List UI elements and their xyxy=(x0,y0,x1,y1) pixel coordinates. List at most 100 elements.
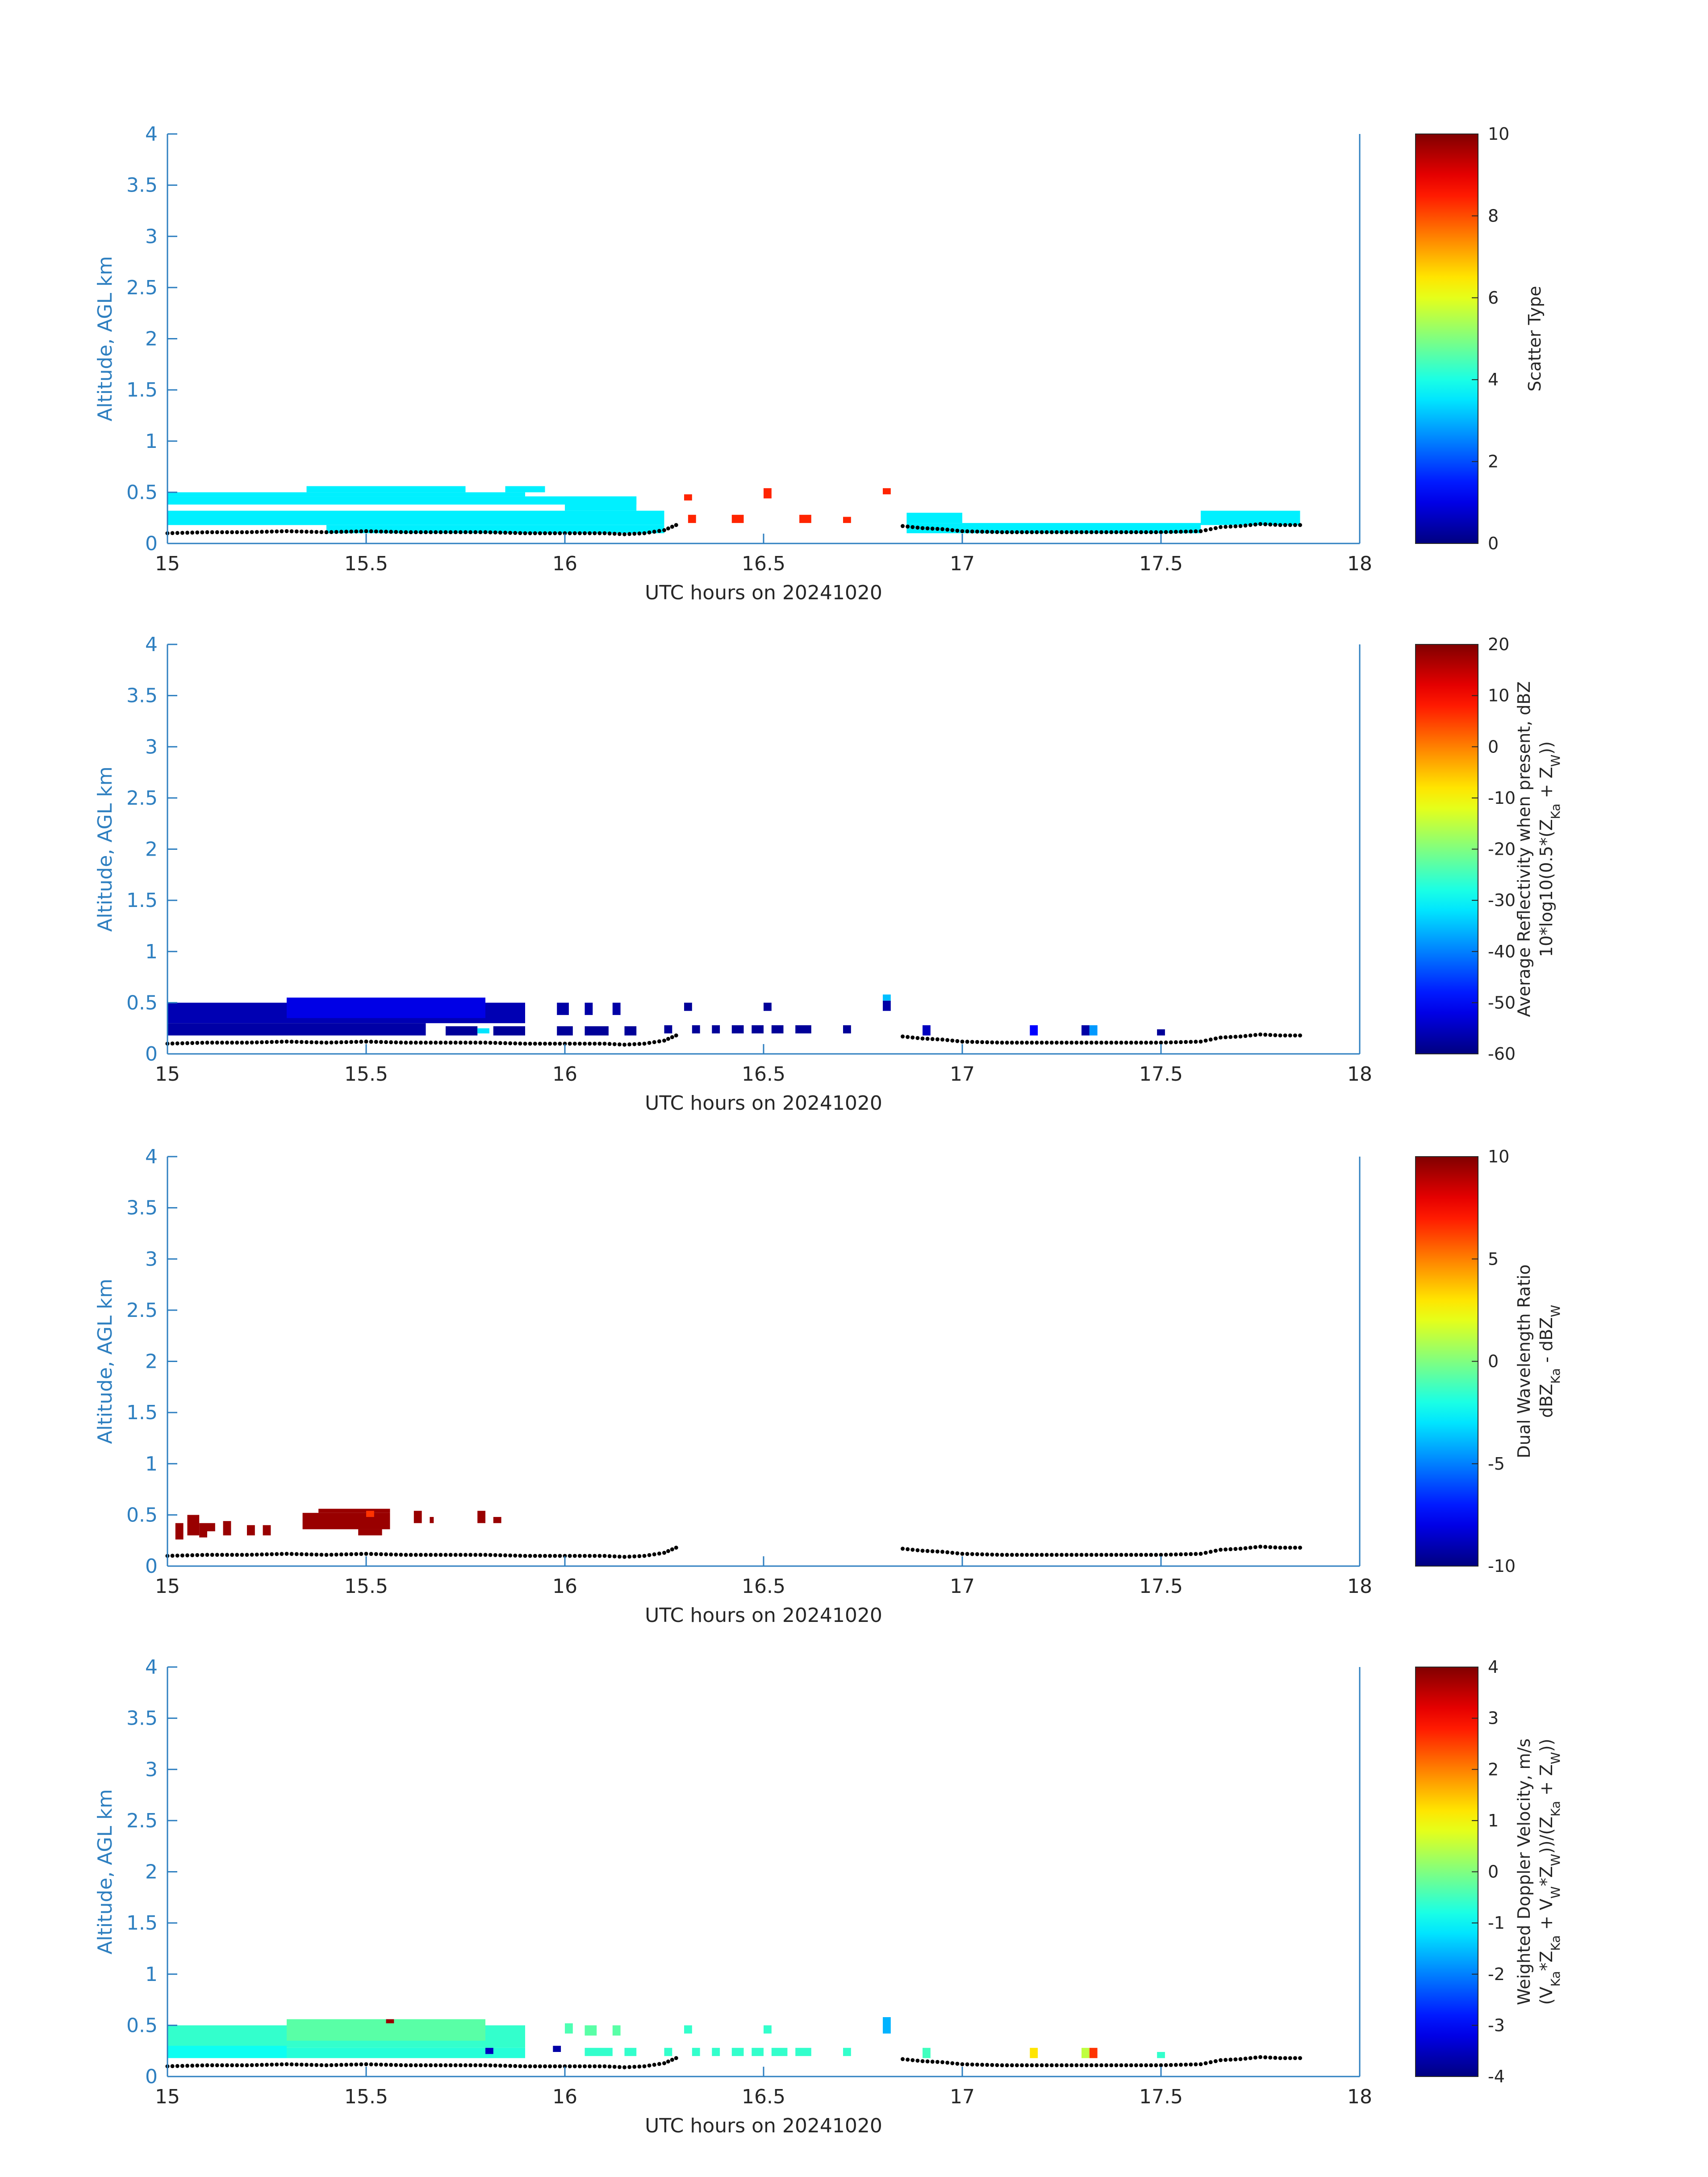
track-dot xyxy=(1015,530,1019,535)
track-dot xyxy=(424,1040,428,1045)
track-dot xyxy=(448,2063,453,2068)
track-dot xyxy=(289,1040,294,1044)
heatmap-cell xyxy=(585,2047,613,2056)
track-dot xyxy=(1134,1040,1138,1045)
track-dot xyxy=(563,531,567,535)
track-dot xyxy=(309,1552,314,1557)
track-dot xyxy=(1189,1552,1193,1556)
track-dot xyxy=(1000,1040,1004,1045)
y-tick-label: 3 xyxy=(145,735,158,758)
track-dot xyxy=(265,1552,269,1557)
track-dot xyxy=(1065,2063,1069,2068)
x-tick-label: 17 xyxy=(950,552,975,575)
heatmap-cell xyxy=(263,1525,271,1536)
track-dot xyxy=(275,529,279,534)
track-dot xyxy=(533,531,537,535)
y-tick-label: 2.5 xyxy=(126,276,158,299)
track-dot xyxy=(349,1040,354,1044)
track-dot xyxy=(1219,1035,1223,1040)
heatmap-cell xyxy=(557,1003,569,1015)
track-dot xyxy=(940,1037,944,1042)
track-dot xyxy=(305,2063,309,2067)
track-dot xyxy=(915,1036,920,1040)
heatmap-cell xyxy=(752,1025,764,1034)
track-dot xyxy=(533,1554,537,1558)
track-dot xyxy=(1248,523,1253,527)
track-dot xyxy=(1020,2063,1024,2068)
track-dot xyxy=(289,1552,294,1556)
track-dot xyxy=(523,1041,527,1046)
heatmap-cell xyxy=(712,1025,720,1034)
track-dot xyxy=(572,2064,577,2068)
y-tick-label: 0.5 xyxy=(126,1504,158,1526)
colorbar-tick-label: 0 xyxy=(1488,737,1499,756)
track-dot xyxy=(1015,1040,1019,1045)
heatmap-cell xyxy=(906,513,962,523)
heatmap-cell xyxy=(1082,1025,1090,1036)
track-dot xyxy=(1119,1040,1123,1045)
track-dot xyxy=(1154,2063,1158,2068)
track-dot xyxy=(453,1040,458,1045)
track-dot xyxy=(662,528,666,532)
track-dot xyxy=(1089,530,1094,535)
track-dot xyxy=(670,525,674,529)
track-dot xyxy=(518,2064,522,2068)
track-dot xyxy=(379,529,383,534)
colorbar xyxy=(1415,1667,1478,2077)
track-dot xyxy=(1040,1040,1044,1045)
track-dot xyxy=(413,530,418,535)
track-dot xyxy=(498,2064,502,2068)
track-dot xyxy=(210,2063,214,2068)
y-tick-label: 3.5 xyxy=(126,1707,158,1730)
track-dot xyxy=(662,1038,666,1043)
track-dot xyxy=(215,1040,219,1045)
track-dot xyxy=(1069,1040,1074,1045)
surface-track xyxy=(165,1032,1302,1047)
track-dot xyxy=(508,2064,513,2068)
heatmap-cell xyxy=(764,1003,772,1011)
x-tick-label: 17 xyxy=(950,1575,975,1598)
track-dot xyxy=(1060,1553,1064,1557)
track-dot xyxy=(920,1549,925,1553)
track-dot xyxy=(329,1552,334,1557)
track-dot xyxy=(1169,530,1173,534)
track-dot xyxy=(617,1042,622,1047)
track-dot xyxy=(1213,1036,1218,1041)
track-dot xyxy=(930,2060,935,2064)
y-tick-label: 1 xyxy=(145,940,158,963)
colorbar-tick-label: 5 xyxy=(1488,1249,1499,1269)
track-dot xyxy=(558,1041,562,1046)
track-dot xyxy=(593,2064,597,2068)
track-dot xyxy=(374,529,378,534)
colorbar-tick-label: 8 xyxy=(1488,206,1499,226)
track-dot xyxy=(374,1552,378,1556)
track-dot xyxy=(925,526,930,531)
track-dot xyxy=(657,2062,661,2066)
track-dot xyxy=(473,1553,478,1557)
track-dot xyxy=(314,530,319,534)
heatmap-cell xyxy=(883,1000,891,1011)
y-tick-label: 3 xyxy=(145,1758,158,1781)
track-dot xyxy=(438,2063,443,2068)
y-tick-label: 0.5 xyxy=(126,991,158,1014)
colorbar-tick-label: -20 xyxy=(1488,840,1516,859)
track-dot xyxy=(906,524,910,529)
track-dot xyxy=(572,531,577,535)
heatmap-cell xyxy=(318,1508,390,1513)
track-dot xyxy=(523,531,527,535)
track-dot xyxy=(1288,2056,1292,2060)
track-dot xyxy=(632,1554,637,1559)
heatmap-cell xyxy=(553,2046,561,2052)
heatmap-cell xyxy=(764,2025,772,2034)
track-dot xyxy=(1079,1040,1084,1045)
track-dot xyxy=(1000,530,1004,535)
x-tick-label: 16 xyxy=(552,552,577,575)
track-dot xyxy=(434,1553,438,1557)
track-dot xyxy=(1109,1553,1114,1557)
track-dot xyxy=(280,1552,284,1556)
track-dot xyxy=(1084,1040,1089,1045)
track-dot xyxy=(404,530,408,535)
track-dot xyxy=(443,2063,448,2068)
surface-track xyxy=(165,1544,1302,1559)
track-dot xyxy=(225,1553,229,1557)
